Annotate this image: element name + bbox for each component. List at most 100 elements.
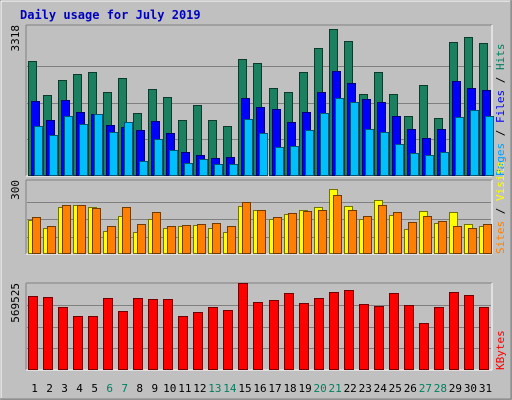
panel-visits-legend-part-0: Sites [494,221,507,254]
bar-pages-day-24 [380,132,389,176]
bar-pages-day-17 [275,147,284,176]
bar-kbytes-day-18 [284,293,294,370]
x-tick-label-13: 13 [208,382,221,395]
panel-hits-legend-part-3: / [494,70,507,90]
bar-pages-day-27 [425,155,434,176]
bar-pages-day-11 [184,163,193,176]
bar-kbytes-day-22 [344,290,354,370]
bar-sites-day-29 [453,226,462,254]
x-tick-labels: 1 2 3 4 5 6 7 8 9 10 11 12 13 14 15 16 17 18 19 20 21 22 23 24 2… [31,382,492,395]
bar-kbytes-day-17 [269,300,279,370]
bar-pages-day-16 [259,133,268,176]
bar-pages-day-2 [49,135,58,176]
bar-kbytes-day-27 [419,323,429,370]
x-tick-label-17: 17 [268,382,281,395]
bar-sites-day-20 [318,210,327,254]
panel-kbytes-legend-part-0: KBytes [494,330,507,370]
bar-pages-day-1 [34,126,43,176]
bar-sites-day-26 [408,222,417,254]
bar-pages-day-22 [350,102,359,176]
bar-sites-day-17 [273,217,282,254]
bar-sites-day-28 [438,221,447,254]
bar-pages-day-5 [94,114,103,176]
bar-sites-day-18 [288,213,297,254]
bar-pages-day-23 [365,129,374,176]
x-tick-label-5: 5 [91,382,98,395]
panel-hits-legend: Pages / Files / Hits [494,44,507,177]
x-tick-label-8: 8 [136,382,143,395]
bar-sites-day-8 [137,224,146,254]
bar-pages-day-7 [124,122,133,176]
bar-sites-day-19 [303,211,312,254]
panel-hits-legend-part-2: Files [494,90,507,123]
bar-pages-day-6 [109,132,118,176]
panel-hits-legend-part-4: Hits [494,44,507,71]
panel-kbytes-legend: KBytes [494,330,507,370]
bar-sites-day-25 [393,212,402,254]
panel-kbytes-axis-max-label: 569525 [9,283,22,323]
x-tick-label-11: 11 [178,382,191,395]
bar-sites-day-4 [77,205,86,254]
bar-pages-day-19 [305,130,314,176]
x-tick-label-18: 18 [283,382,296,395]
bar-kbytes-day-19 [299,303,309,370]
bar-sites-day-23 [363,216,372,254]
x-tick-label-29: 29 [449,382,462,395]
bar-kbytes-day-13 [208,307,218,370]
panel-visits-legend-part-1: / [494,201,507,221]
bar-pages-day-30 [470,110,479,176]
bar-pages-day-28 [440,152,449,176]
x-tick-label-20: 20 [314,382,327,395]
bar-kbytes-day-21 [329,292,339,370]
x-tick-label-7: 7 [121,382,128,395]
bar-pages-day-26 [410,153,419,176]
bar-kbytes-day-6 [103,298,113,370]
bar-pages-day-3 [64,116,73,176]
bar-kbytes-day-8 [133,298,143,370]
bar-kbytes-day-29 [449,292,459,370]
bar-kbytes-day-24 [374,306,384,370]
bar-kbytes-day-11 [178,316,188,370]
bar-sites-day-30 [468,228,477,254]
panel-hits-axis-max-label: 3318 [9,25,22,52]
panel-hits-legend-part-1: / [494,123,507,143]
bar-kbytes-day-16 [253,302,263,370]
x-tick-label-21: 21 [329,382,342,395]
series-pages [34,98,494,176]
series-kbytes [28,283,489,370]
bar-pages-day-10 [169,150,178,176]
bar-sites-day-5 [92,208,101,254]
bar-pages-day-12 [199,159,208,176]
bar-kbytes-day-10 [163,299,173,370]
panel-visits-axis-max-label: 300 [9,180,22,200]
bar-sites-day-12 [197,224,206,254]
bar-kbytes-day-5 [88,316,98,370]
bar-kbytes-day-30 [464,295,474,370]
bar-pages-day-9 [154,139,163,176]
bar-kbytes-day-14 [223,310,233,370]
bar-kbytes-day-26 [404,305,414,370]
bar-sites-day-13 [212,223,221,254]
bar-sites-day-21 [333,195,342,254]
bar-sites-day-22 [348,210,357,254]
panels-group: 3318 Pages / Files / Hits 300 Sites / Visit… [9,24,507,371]
x-tick-label-14: 14 [223,382,237,395]
bar-sites-day-9 [152,212,161,254]
x-tick-label-2: 2 [46,382,53,395]
bar-kbytes-day-3 [58,307,68,370]
bar-kbytes-day-20 [314,298,324,370]
bar-pages-day-13 [214,164,223,176]
x-tick-label-3: 3 [61,382,68,395]
bar-kbytes-day-12 [193,312,203,370]
bar-sites-day-3 [62,205,71,254]
x-tick-label-25: 25 [389,382,402,395]
x-tick-label-23: 23 [359,382,372,395]
bar-pages-day-21 [335,98,344,176]
x-tick-label-24: 24 [374,382,388,395]
x-tick-label-26: 26 [404,382,417,395]
bar-sites-day-1 [32,217,41,254]
bar-sites-day-24 [378,205,387,254]
bar-kbytes-day-23 [359,304,369,370]
